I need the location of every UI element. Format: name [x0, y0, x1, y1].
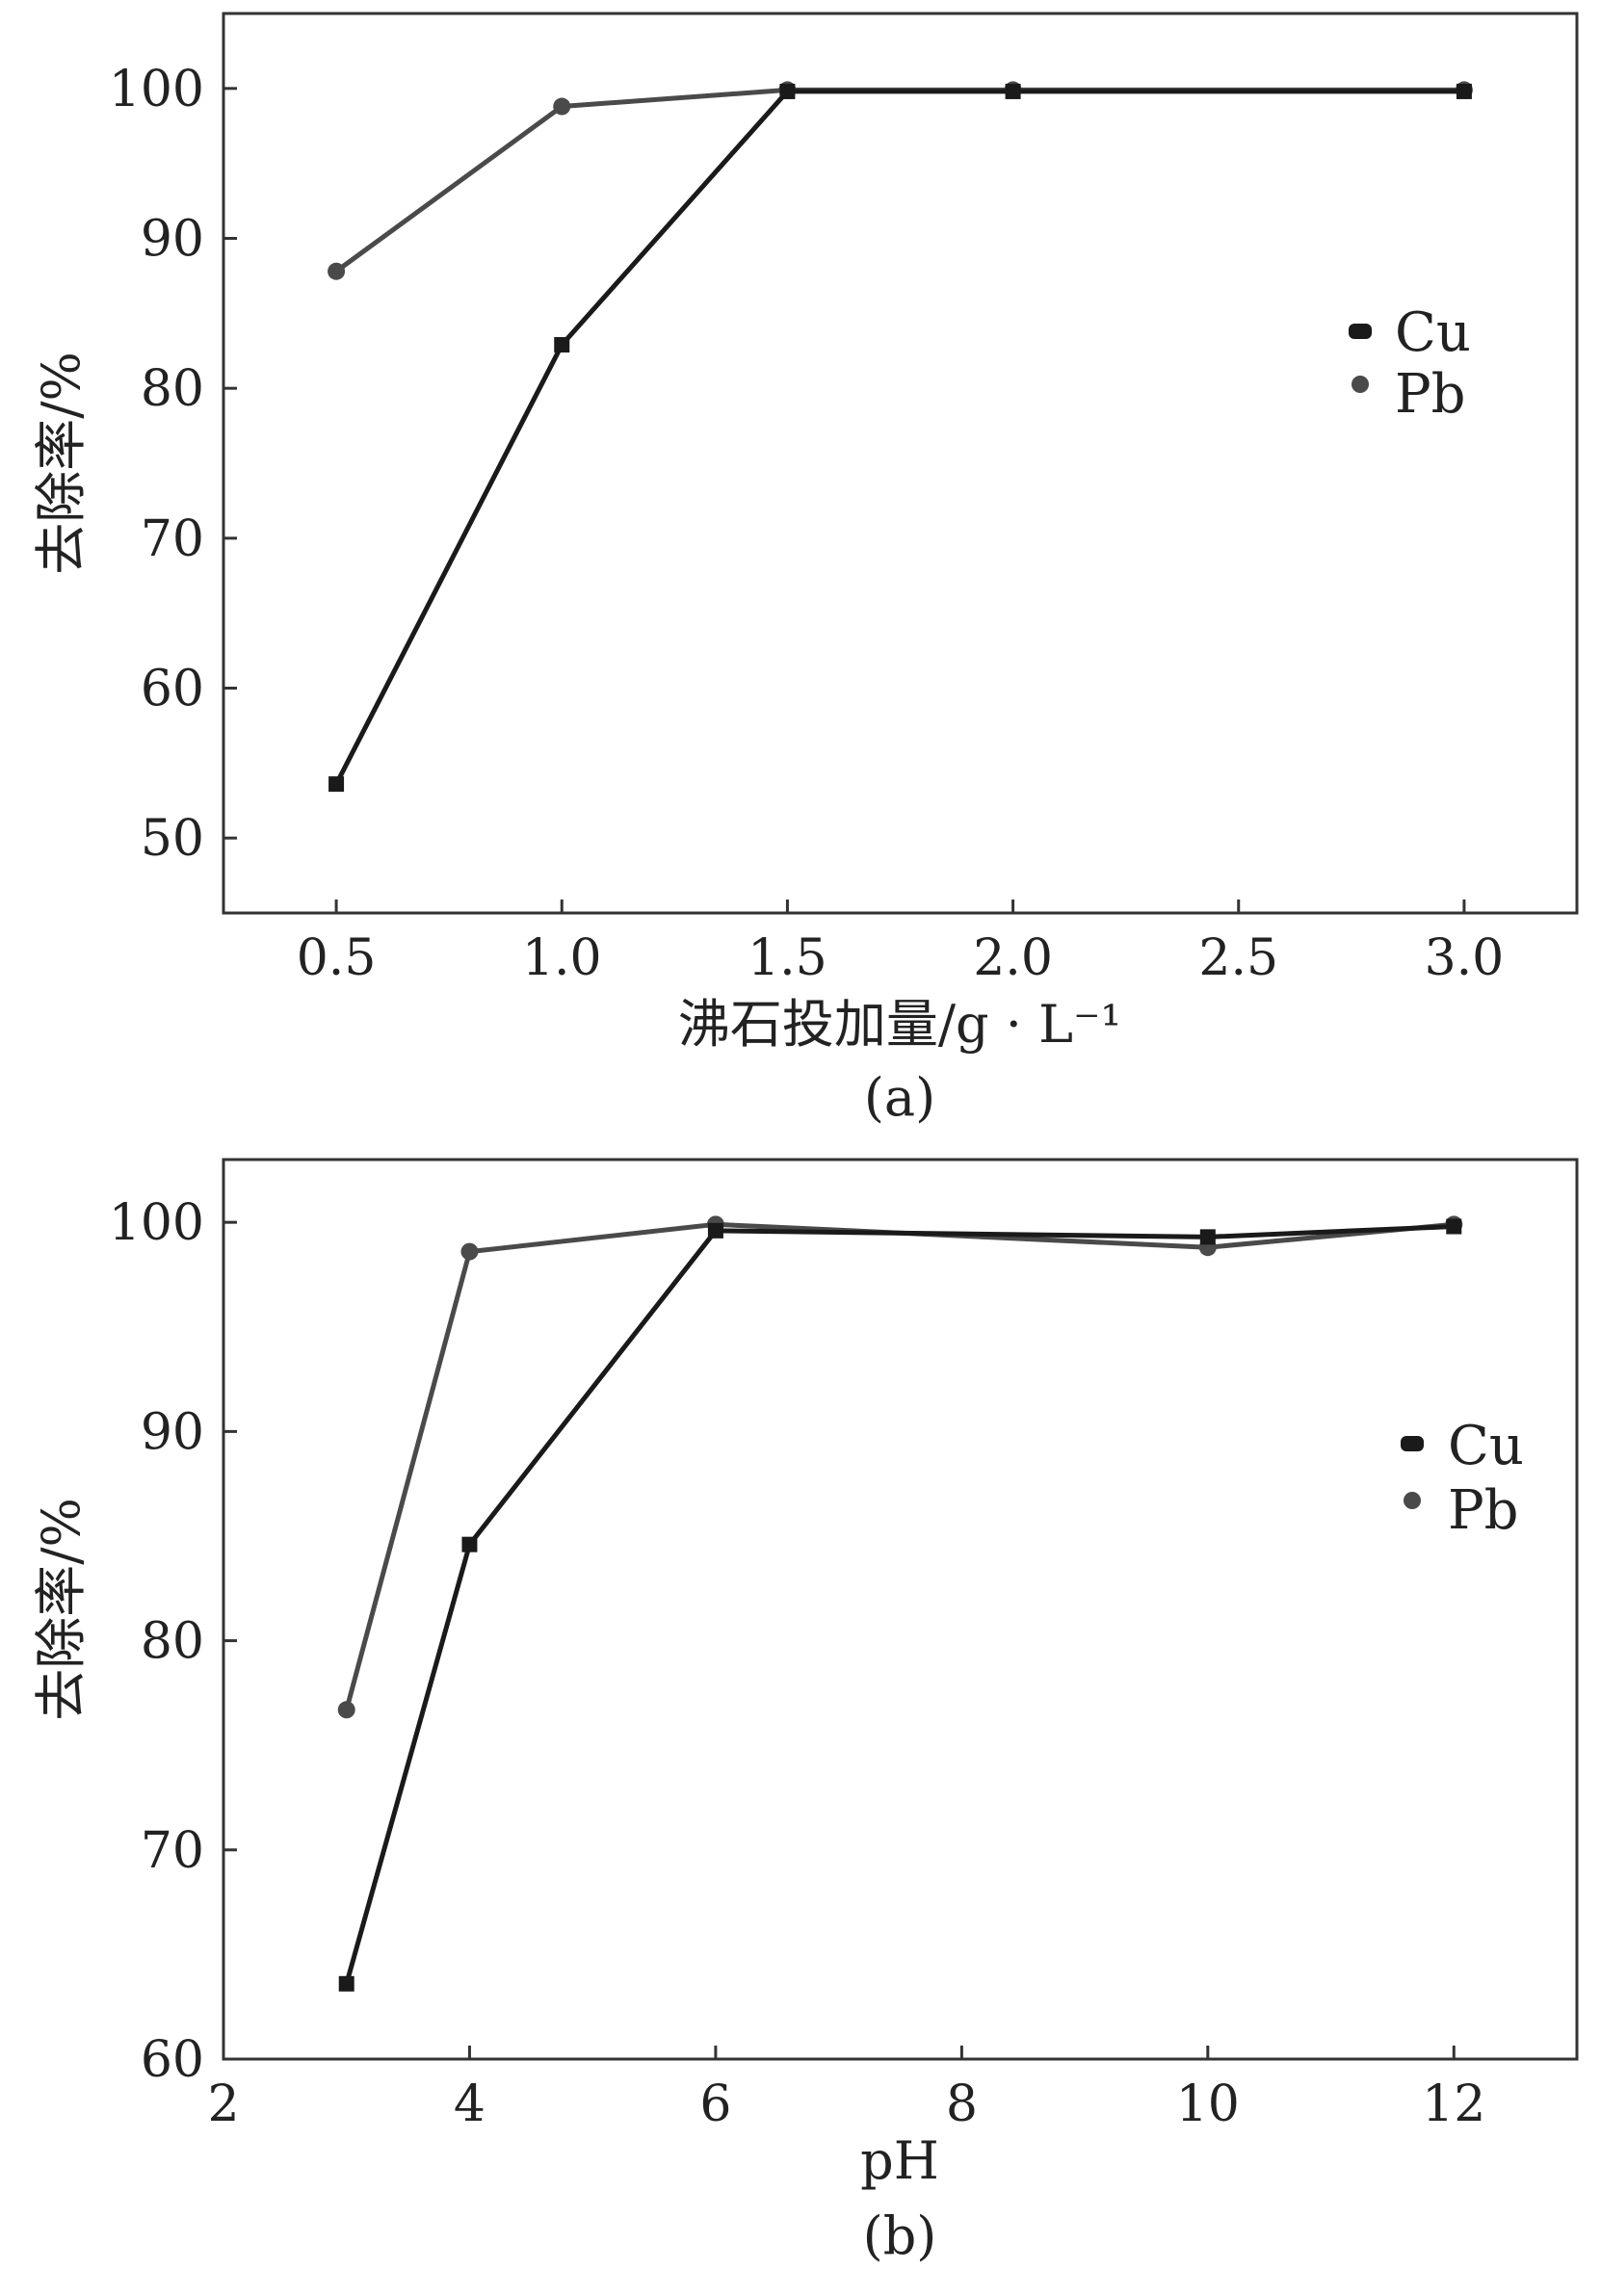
series-line-cu — [333, 89, 1464, 786]
y-axis-label-b: 去除率/% — [31, 1498, 92, 1721]
chart-panel-b: 60 70 80 90 100 2 4 6 8 10 12 Cu Pb 去除率/% pH (b) — [31, 1158, 1579, 2266]
x-tick-label-10: 10 — [1176, 2075, 1240, 2133]
y-tick-label-100: 100 — [109, 61, 204, 118]
legend-marker-cu-a — [1349, 324, 1372, 339]
chart-panel-a: 50 60 70 80 90 100 0.5 1.0 1.5 2.0 2.5 3.0 Cu Pb 去… — [31, 12, 1579, 1128]
legend-marker-pb-a — [1352, 376, 1369, 393]
x-tick-label-8: 8 — [946, 2075, 978, 2133]
data-point-cu — [779, 83, 796, 99]
data-point-pb — [553, 97, 571, 116]
x-tick-label-3: 3.0 — [1425, 929, 1505, 987]
legend-label-pb-a: Pb — [1395, 363, 1466, 426]
y-tick-label-70: 70 — [141, 1822, 204, 1880]
y-tick-label-60: 60 — [141, 661, 204, 718]
plot-frame-b — [222, 1158, 1579, 2061]
legend-b: Cu Pb — [1401, 1415, 1524, 1542]
plot-frame-a — [222, 12, 1579, 915]
series-group-a — [328, 81, 1473, 793]
data-point-cu — [1005, 83, 1021, 99]
x-axis-label-a: 沸石投加量/g · L⁻¹ — [678, 994, 1121, 1055]
y-tick-label-70: 70 — [141, 510, 204, 568]
legend-label-cu-a: Cu — [1395, 301, 1471, 364]
y-tick-label-80: 80 — [141, 1613, 204, 1671]
x-axis-ticks-b: 2 4 6 8 10 12 — [207, 2046, 1485, 2133]
data-point-cu — [1456, 83, 1472, 99]
legend-a: Cu Pb — [1349, 301, 1471, 426]
x-tick-label-2.5: 2.5 — [1198, 929, 1278, 987]
y-tick-label-100: 100 — [109, 1194, 204, 1252]
data-point-cu — [1199, 1229, 1216, 1245]
legend-label-cu-b: Cu — [1448, 1415, 1524, 1477]
y-tick-label-90: 90 — [141, 1403, 204, 1461]
series-group-b — [337, 1215, 1463, 1992]
y-axis-label-a: 去除率/% — [31, 352, 92, 575]
panel-label-a: (a) — [864, 1067, 935, 1128]
x-tick-label-2: 2 — [207, 2075, 239, 2133]
data-point-cu — [554, 337, 570, 353]
x-tick-label-1.5: 1.5 — [748, 929, 827, 987]
x-axis-label-b: pH — [860, 2130, 939, 2191]
x-axis-ticks-a: 0.5 1.0 1.5 2.0 2.5 3.0 — [297, 900, 1505, 987]
y-tick-label-60: 60 — [141, 2031, 204, 2089]
series-line-pb — [334, 87, 1464, 274]
data-point-cu — [461, 1536, 478, 1552]
data-point-cu — [328, 776, 345, 793]
series-line-cu — [344, 1224, 1455, 1985]
x-tick-label-4: 4 — [454, 2075, 486, 2133]
legend-marker-cu-b — [1401, 1436, 1424, 1451]
x-tick-label-12: 12 — [1422, 2075, 1485, 2133]
y-axis-ticks-b: 60 70 80 90 100 — [109, 1194, 237, 2089]
legend-label-pb-b: Pb — [1448, 1479, 1519, 1542]
panel-label-b: (b) — [863, 2205, 937, 2266]
series-line-pb — [344, 1221, 1455, 1710]
data-point-cu — [1446, 1218, 1462, 1235]
y-tick-label-80: 80 — [141, 360, 204, 418]
x-tick-label-6: 6 — [699, 2075, 731, 2133]
x-tick-label-2: 2.0 — [973, 929, 1053, 987]
data-point-cu — [707, 1222, 723, 1239]
data-point-cu — [338, 1975, 354, 1992]
y-axis-ticks-a: 50 60 70 80 90 100 — [109, 61, 237, 868]
data-point-pb — [328, 262, 346, 280]
data-point-pb — [337, 1701, 355, 1719]
x-tick-label-0.5: 0.5 — [297, 929, 377, 987]
legend-marker-pb-b — [1404, 1492, 1421, 1509]
data-point-pb — [460, 1242, 479, 1261]
y-tick-label-50: 50 — [141, 810, 204, 868]
y-tick-label-90: 90 — [141, 211, 204, 269]
x-tick-label-1: 1.0 — [522, 929, 602, 987]
